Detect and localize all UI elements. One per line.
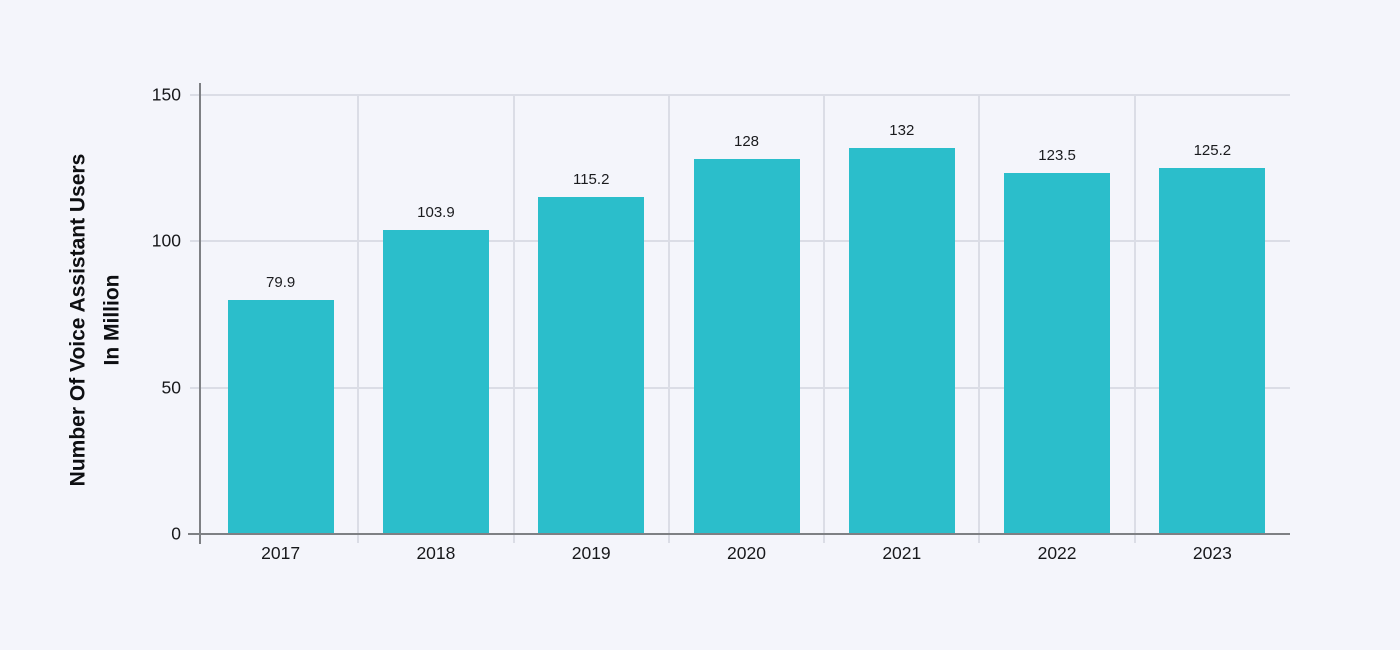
- bar: [538, 196, 645, 533]
- gridline-vertical: [1133, 95, 1136, 543]
- x-axis-line: [188, 532, 1290, 535]
- y-tick-label: 150: [151, 84, 181, 105]
- bar-value-label: 79.9: [266, 274, 296, 292]
- bar-value-label: 103.9: [417, 203, 455, 221]
- x-tick-label: 2020: [727, 543, 766, 563]
- gridline-horizontal: [190, 94, 1290, 96]
- x-tick-label: 2017: [261, 543, 301, 563]
- y-tick-label: 100: [151, 230, 181, 251]
- gridline-vertical: [823, 95, 826, 543]
- bar-value-label: 132: [889, 121, 915, 139]
- gridline-vertical: [357, 95, 360, 543]
- x-tick-label: 2022: [1037, 543, 1077, 563]
- x-tick-label: 2018: [416, 543, 456, 563]
- y-tick-label: 0: [171, 523, 181, 544]
- x-tick-label: 2019: [571, 543, 611, 563]
- bar: [227, 300, 334, 533]
- gridline-vertical: [667, 95, 670, 543]
- bar: [1159, 167, 1266, 533]
- gridline-vertical: [512, 95, 515, 543]
- bar-value-label: 125.2: [1193, 141, 1232, 159]
- x-tick-label: 2023: [1192, 543, 1232, 563]
- bar-value-label: 128: [733, 133, 760, 151]
- x-tick-label: 2021: [882, 543, 922, 563]
- bar: [848, 147, 955, 533]
- bar-value-label: 123.5: [1038, 146, 1076, 164]
- bar-value-label: 115.2: [572, 170, 610, 188]
- y-tick-label: 50: [161, 377, 181, 398]
- bar: [1004, 172, 1111, 533]
- bar: [693, 159, 800, 533]
- y-axis-line: [199, 83, 201, 544]
- bar: [382, 229, 489, 533]
- gridline-vertical: [978, 95, 981, 543]
